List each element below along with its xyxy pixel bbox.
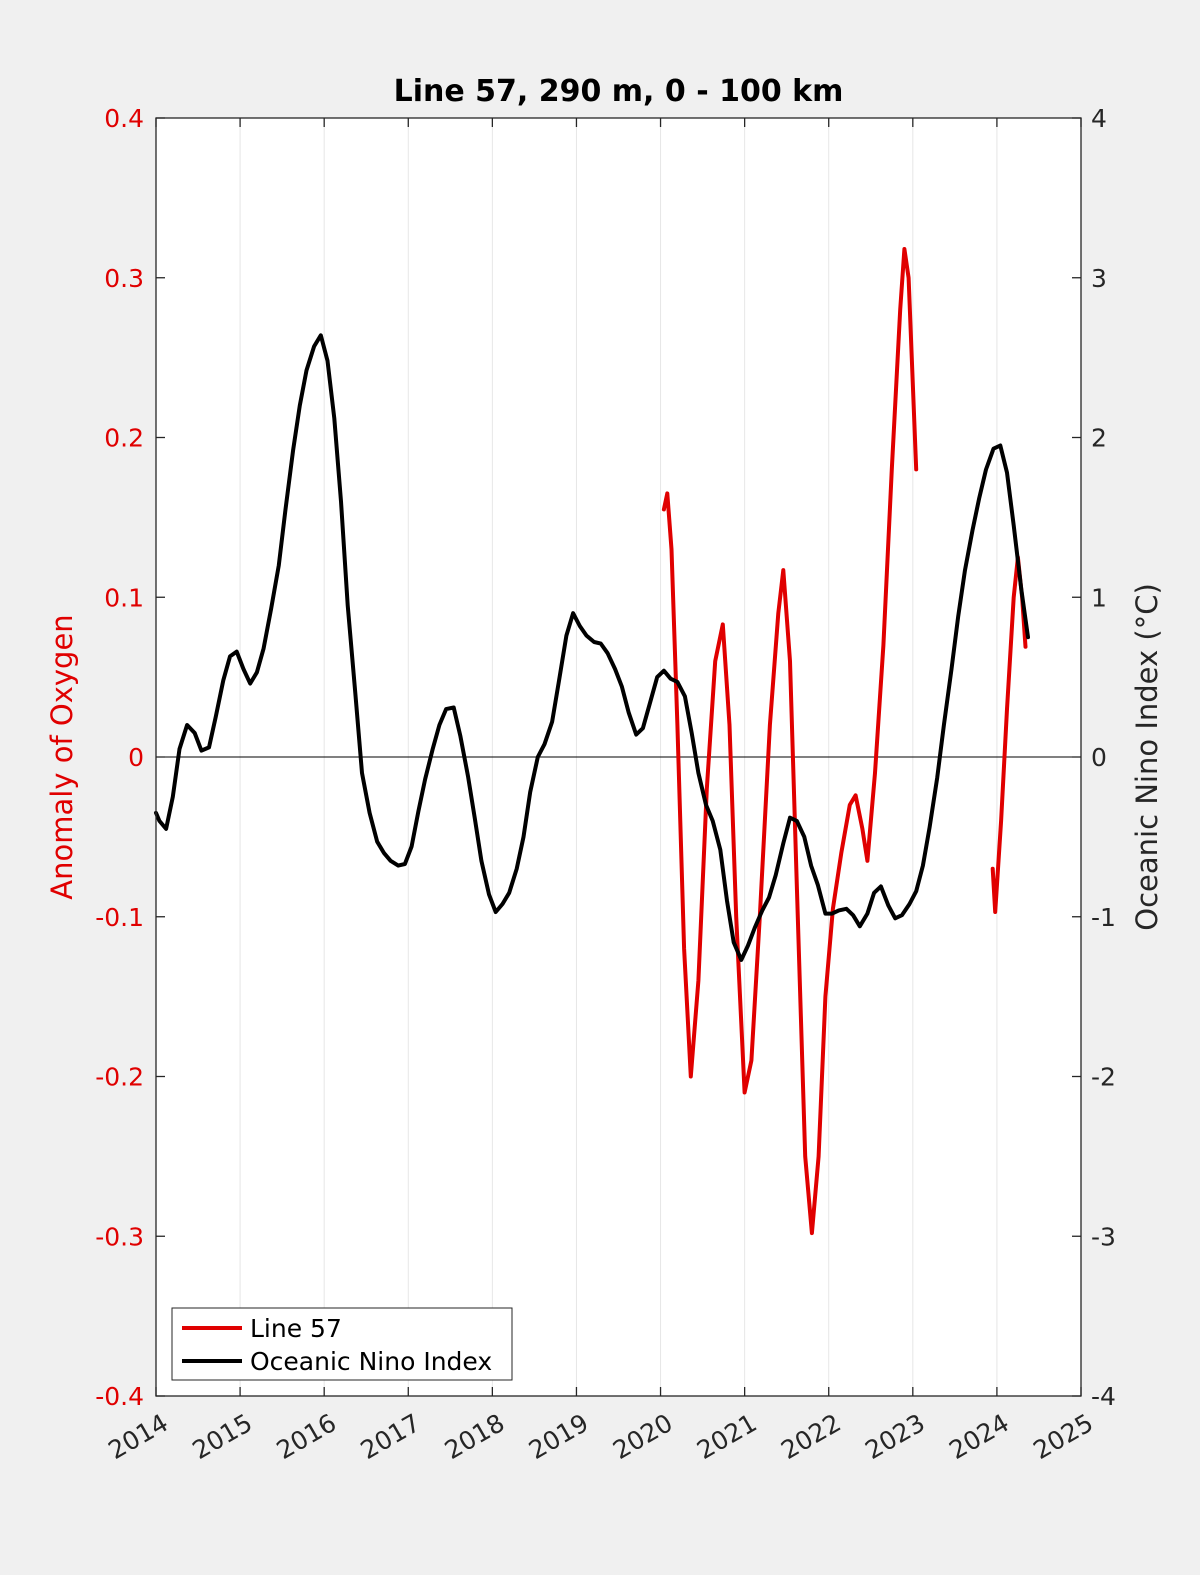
right-tick-label: 1 <box>1091 583 1107 612</box>
x-tick-label: 2019 <box>524 1408 594 1465</box>
left-tick-label: -0.1 <box>95 903 144 932</box>
right-tick-label: 4 <box>1091 104 1107 133</box>
legend-box <box>171 1307 513 1381</box>
right-y-axis: -4 -3 -2 -1 0 1 2 3 4 <box>1072 104 1116 1411</box>
chart-title: Line 57, 290 m, 0 - 100 km <box>394 74 844 109</box>
series-layer <box>154 247 1030 1236</box>
legend-label-oni: Oceanic Nino Index <box>250 1347 492 1376</box>
right-tick-label: 2 <box>1091 424 1107 453</box>
x-tick-label: 2018 <box>440 1408 510 1465</box>
right-tick-label: -3 <box>1091 1222 1116 1251</box>
series-line-oni-segment-0 <box>154 333 1030 962</box>
right-tick-label: 0 <box>1091 743 1107 772</box>
series-line-line-57-segment-0 <box>661 247 919 1236</box>
x-tick-label: 2023 <box>860 1408 930 1465</box>
x-tick-label: 2021 <box>692 1408 762 1465</box>
left-tick-label: -0.4 <box>95 1382 144 1411</box>
x-tick-label: 2025 <box>1028 1408 1098 1465</box>
x-tick-label: 2016 <box>272 1408 342 1465</box>
x-tick-label: 2014 <box>103 1408 173 1465</box>
legend: Line 57 Oceanic Nino Index <box>171 1307 513 1381</box>
right-tick-label: -2 <box>1091 1063 1116 1092</box>
left-axis-label: Anomaly of Oxygen <box>45 614 79 899</box>
x-tick-label: 2015 <box>187 1408 257 1465</box>
right-tick-label: -4 <box>1091 1382 1116 1411</box>
left-tick-label: 0 <box>128 743 144 772</box>
left-tick-label: 0.4 <box>104 104 144 133</box>
left-tick-label: 0.3 <box>104 264 144 293</box>
x-tick-label: 2022 <box>776 1408 846 1465</box>
right-axis-label: Oceanic Nino Index (°C) <box>1130 583 1164 931</box>
left-tick-label: -0.3 <box>95 1222 144 1251</box>
left-tick-label: 0.1 <box>104 583 144 612</box>
legend-label-line-57: Line 57 <box>250 1314 342 1343</box>
x-tick-label: 2017 <box>356 1408 426 1465</box>
left-y-axis: -0.4 -0.3 -0.2 -0.1 0 0.1 0.2 0.3 0.4 <box>95 104 165 1411</box>
left-tick-label: -0.2 <box>95 1063 144 1092</box>
x-tick-label: 2020 <box>608 1408 678 1465</box>
right-tick-label: -1 <box>1091 903 1116 932</box>
right-tick-label: 3 <box>1091 264 1107 293</box>
left-tick-label: 0.2 <box>104 424 144 453</box>
x-tick-label: 2024 <box>944 1408 1014 1465</box>
